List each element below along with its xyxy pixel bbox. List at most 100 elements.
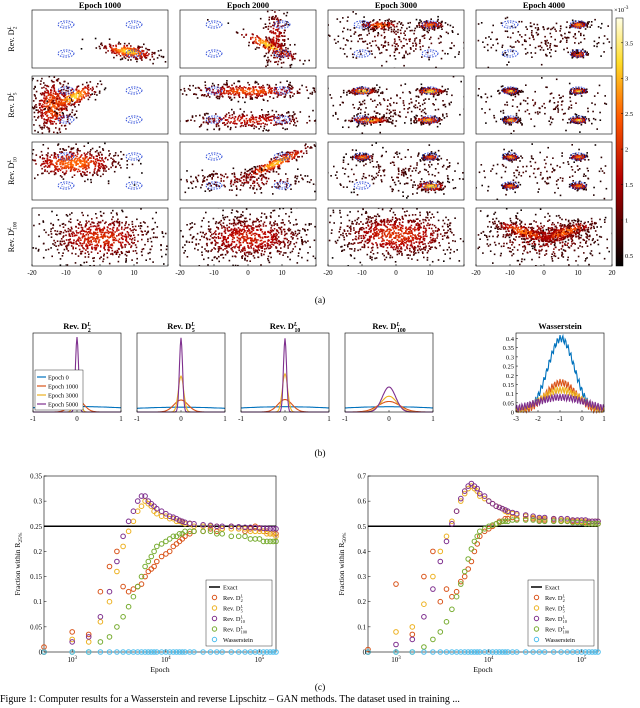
density-point <box>419 91 421 94</box>
density-point <box>385 116 388 119</box>
density-point <box>419 46 422 48</box>
density-point <box>55 79 58 82</box>
density-point <box>267 113 270 116</box>
density-point <box>91 147 94 150</box>
density-point <box>334 111 337 114</box>
density-point <box>258 94 260 96</box>
density-point <box>34 85 36 88</box>
density-point <box>266 163 269 166</box>
density-point <box>35 106 38 108</box>
density-point <box>555 30 557 32</box>
density-point <box>372 26 374 28</box>
density-point <box>435 98 437 101</box>
density-point <box>80 172 82 175</box>
density-point <box>520 20 523 23</box>
density-point <box>266 59 268 62</box>
density-point <box>575 23 578 26</box>
density-point <box>407 111 409 114</box>
density-point <box>40 93 43 96</box>
density-point <box>427 31 429 34</box>
target-gaussian-ring-inner <box>61 51 71 56</box>
density-point <box>233 111 235 113</box>
density-point <box>39 126 42 129</box>
density-point <box>539 107 541 110</box>
density-point <box>270 30 272 32</box>
density-point <box>521 123 523 125</box>
density-point <box>515 112 518 115</box>
density-point <box>572 92 575 94</box>
density-point <box>509 88 511 90</box>
density-point <box>503 121 505 124</box>
density-point <box>130 59 132 61</box>
density-point <box>594 118 597 121</box>
density-point <box>84 157 87 160</box>
density-point <box>98 146 101 148</box>
density-point <box>422 88 425 91</box>
density-point <box>574 37 577 40</box>
density-point <box>566 47 568 49</box>
density-point <box>281 44 284 47</box>
density-point <box>59 169 62 172</box>
density-point <box>72 164 75 166</box>
density-point <box>136 58 139 60</box>
density-point <box>565 26 568 29</box>
density-point <box>251 98 254 100</box>
density-point <box>115 52 118 54</box>
density-point <box>202 117 205 120</box>
density-point <box>581 88 583 90</box>
density-point <box>511 119 513 122</box>
density-point <box>406 53 409 56</box>
density-point <box>267 60 269 63</box>
density-point <box>419 108 421 111</box>
density-point <box>394 40 396 42</box>
density-point <box>385 28 387 31</box>
density-point <box>409 29 412 32</box>
density-point <box>85 87 87 89</box>
density-point <box>507 116 510 118</box>
density-point <box>261 114 264 116</box>
density-point <box>268 36 270 39</box>
density-point <box>41 132 44 134</box>
density-point <box>46 101 49 104</box>
density-point <box>103 170 105 172</box>
density-point <box>356 119 359 122</box>
density-point <box>252 117 255 119</box>
density-point <box>138 159 140 162</box>
density-point <box>362 20 365 22</box>
density-point <box>356 126 359 128</box>
density-point <box>246 93 248 96</box>
density-point <box>427 91 430 93</box>
density-point <box>251 124 253 126</box>
density-point <box>409 21 411 24</box>
density-point <box>79 162 82 164</box>
density-point <box>393 101 395 104</box>
density-point <box>525 53 527 55</box>
density-point <box>60 165 62 168</box>
density-point <box>54 153 56 155</box>
density-point <box>258 123 260 125</box>
density-point <box>61 108 63 111</box>
density-point <box>505 91 508 94</box>
density-point <box>283 53 285 56</box>
density-point <box>62 178 65 180</box>
density-point <box>428 118 430 120</box>
density-point <box>51 114 53 116</box>
density-point <box>112 164 114 167</box>
density-point <box>563 48 565 51</box>
density-point <box>292 57 294 60</box>
density-point <box>274 11 276 13</box>
density-point <box>545 41 547 43</box>
density-point <box>534 52 537 54</box>
density-point <box>267 111 269 113</box>
density-point <box>236 32 239 34</box>
density-point <box>227 90 229 92</box>
density-point <box>384 45 386 47</box>
density-point <box>381 28 383 30</box>
density-point <box>449 47 451 49</box>
density-point <box>392 24 395 26</box>
density-point <box>151 56 154 58</box>
density-point <box>393 26 396 28</box>
density-point <box>63 116 65 118</box>
density-point <box>208 89 211 92</box>
density-point <box>276 53 279 56</box>
